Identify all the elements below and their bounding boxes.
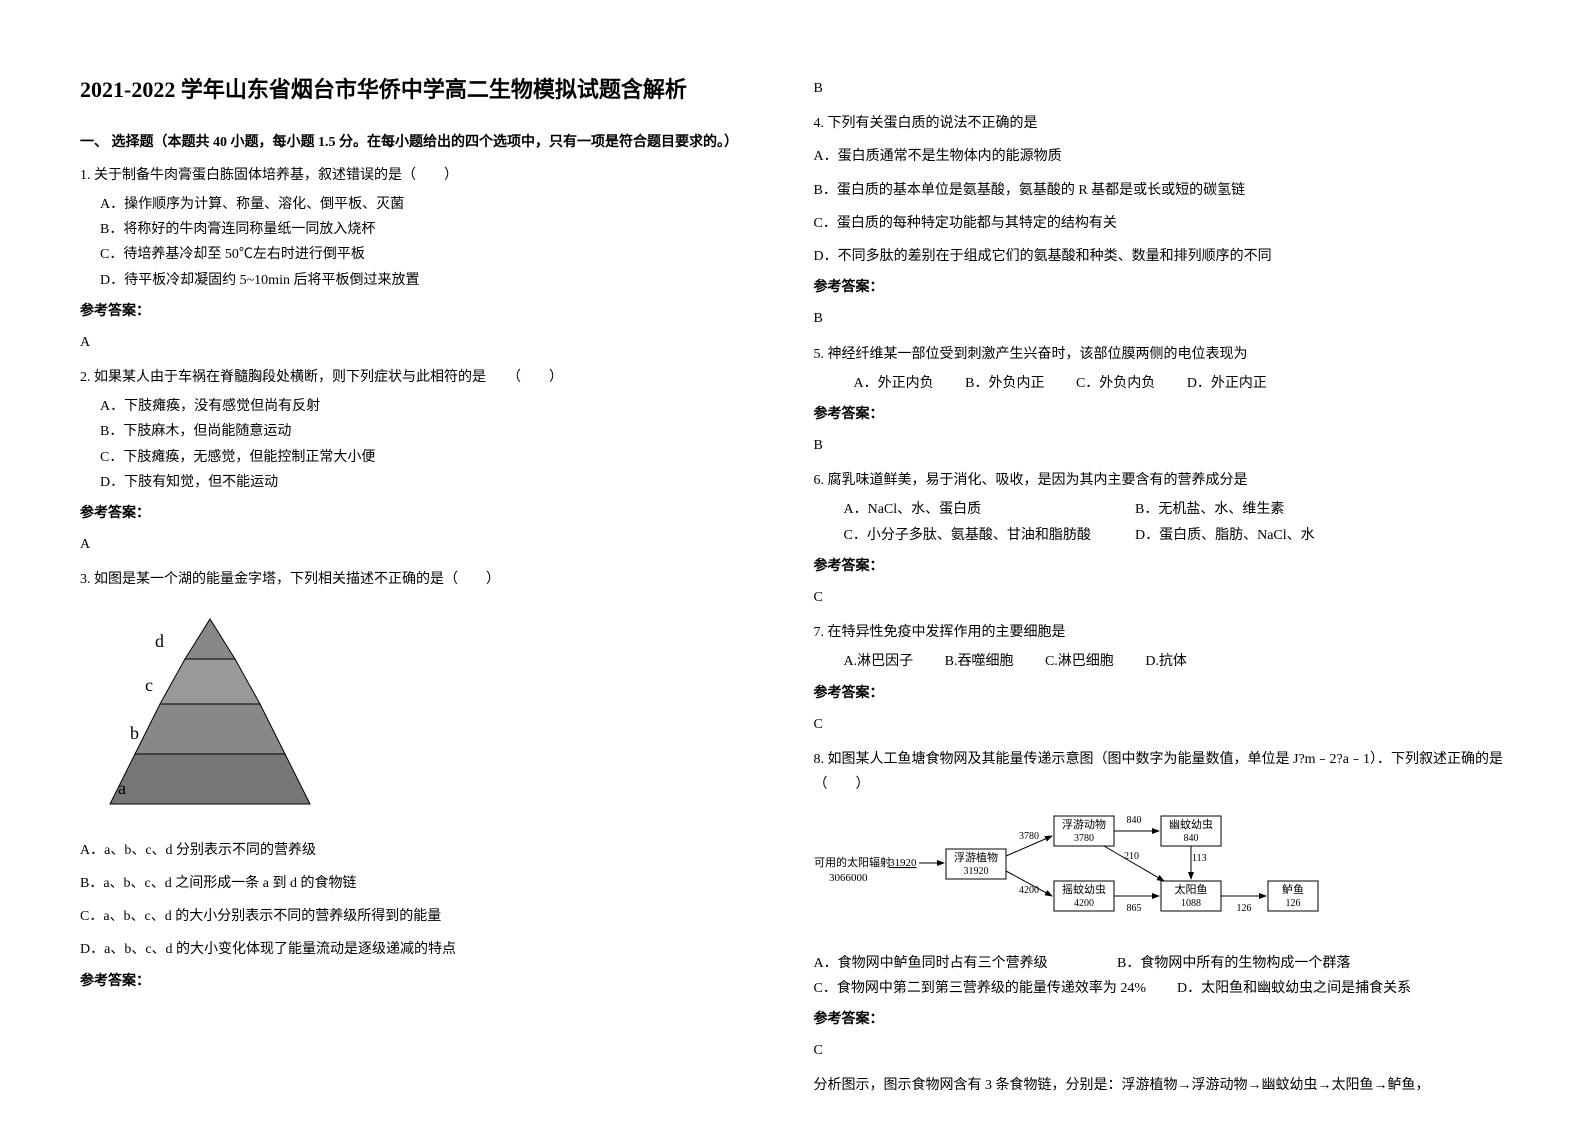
q3-ans: B	[814, 76, 1508, 101]
q7-options: A.淋巴因子 B.吞噬细胞 C.淋巴细胞 D.抗体	[844, 649, 1508, 674]
q3-stem: 3. 如图是某一个湖的能量金字塔，下列相关描述不正确的是（ ）	[80, 567, 774, 592]
q5-ans-label: 参考答案：	[814, 402, 1508, 427]
q1-stem: 1. 关于制备牛肉膏蛋白胨固体培养基，叙述错误的是（ ）	[80, 163, 774, 188]
fw-n2v: 840	[1183, 833, 1198, 844]
fw-e6: 126	[1236, 903, 1251, 914]
q6-stem: 6. 腐乳味道鲜美，易于消化、吸收，是因为其内主要含有的营养成分是	[814, 468, 1508, 493]
q3-ans-label: 参考答案：	[80, 969, 774, 994]
q5-ans: B	[814, 433, 1508, 458]
fw-n2: 幽蚊幼虫	[1169, 817, 1213, 831]
q4-c: C．蛋白质的每种特定功能都与其特定的结构有关	[814, 211, 1508, 236]
q5-a: A．外正内负	[854, 376, 934, 391]
left-column: 2021-2022 学年山东省烟台市华侨中学高二生物模拟试题含解析 一、 选择题…	[80, 70, 774, 1052]
q2-b: B．下肢麻木，但尚能随意运动	[100, 419, 774, 444]
q8-ans-label: 参考答案：	[814, 1007, 1508, 1032]
fw-e0: 3780	[1019, 831, 1039, 842]
q7-a: A.淋巴因子	[844, 654, 914, 669]
fw-e5: 865	[1126, 903, 1141, 914]
q1-a: A．操作顺序为计算、称量、溶化、倒平板、灭菌	[100, 192, 774, 217]
q5-options: A．外正内负 B．外负内正 C．外负内负 D．外正内正	[854, 371, 1508, 396]
fw-n1: 浮游动物	[1062, 817, 1106, 831]
fw-e1: 840	[1126, 815, 1141, 826]
q8-a: A．食物网中鲈鱼同时占有三个营养级	[814, 951, 1114, 976]
q6-a: A．NaCl、水、蛋白质	[844, 497, 1104, 522]
fw-n3v: 4200	[1074, 898, 1094, 909]
q6-d: D．蛋白质、脂肪、NaCl、水	[1135, 528, 1315, 543]
q8-row1: A．食物网中鲈鱼同时占有三个营养级 B．食物网中所有的生物构成一个群落	[814, 951, 1508, 976]
q1-d: D．待平板冷却凝固约 5~10min 后将平板倒过来放置	[100, 268, 774, 293]
q1-ans-label: 参考答案：	[80, 299, 774, 324]
pyramid-diagram: d c b a	[100, 609, 320, 809]
q4-ans-label: 参考答案：	[814, 275, 1508, 300]
q5-b: B．外负内正	[965, 376, 1044, 391]
q2-ans-label: 参考答案：	[80, 501, 774, 526]
fw-n0: 浮游植物	[954, 850, 998, 864]
q2-d: D．下肢有知觉，但不能运动	[100, 470, 774, 495]
q3-a: A．a、b、c、d 分别表示不同的营养级	[80, 838, 774, 863]
q6-row1: A．NaCl、水、蛋白质 B．无机盐、水、维生素	[844, 497, 1508, 522]
q7-d: D.抗体	[1145, 654, 1187, 669]
doc-title: 2021-2022 学年山东省烟台市华侨中学高二生物模拟试题含解析	[80, 70, 774, 110]
q7-ans-label: 参考答案：	[814, 681, 1508, 706]
q2-stem: 2. 如果某人由于车祸在脊髓胸段处横断，则下列症状与此相符的是 （ ）	[80, 365, 774, 390]
q3-b: B．a、b、c、d 之间形成一条 a 到 d 的食物链	[80, 871, 774, 896]
q4-ans: B	[814, 306, 1508, 331]
fw-n4: 太阳鱼	[1174, 882, 1207, 896]
q4-d: D．不同多肽的差别在于组成它们的氨基酸和种类、数量和排列顺序的不同	[814, 244, 1508, 269]
q6-row2: C．小分子多肽、氨基酸、甘油和脂肪酸 D．蛋白质、脂肪、NaCl、水	[844, 523, 1508, 548]
q8-row2: C．食物网中第二到第三营养级的能量传递效率为 24% D．太阳鱼和幽蚊幼虫之间是…	[814, 976, 1508, 1001]
q7-ans: C	[814, 712, 1508, 737]
fw-sun-val: 31920	[889, 857, 917, 869]
q5-d: D．外正内正	[1187, 376, 1267, 391]
q2-c: C．下肢瘫痪，无感觉，但能控制正常大小便	[100, 445, 774, 470]
q4-b: B．蛋白质的基本单位是氨基酸，氨基酸的 R 基都是或长或短的碳氢链	[814, 178, 1508, 203]
q8-ans: C	[814, 1038, 1508, 1063]
pyr-c: c	[145, 675, 153, 695]
section-1-head: 一、 选择题（本题共 40 小题，每小题 1.5 分。在每小题给出的四个选项中，…	[80, 130, 774, 155]
q2-a: A．下肢瘫痪，没有感觉但尚有反射	[100, 394, 774, 419]
q6-c: C．小分子多肽、氨基酸、甘油和脂肪酸	[844, 523, 1104, 548]
pyr-d: d	[155, 631, 164, 651]
q6-ans: C	[814, 585, 1508, 610]
fw-n0v: 31920	[963, 866, 988, 877]
fw-e2: 210	[1124, 851, 1139, 862]
q8-stem: 8. 如图某人工鱼塘食物网及其能量传递示意图（图中数字为能量数值，单位是 J?m…	[814, 747, 1508, 797]
q7-c: C.淋巴细胞	[1045, 654, 1114, 669]
pyr-a: a	[118, 778, 126, 798]
fw-n5: 鲈鱼	[1282, 882, 1304, 896]
fw-e3: 113	[1192, 853, 1207, 864]
fw-n3: 摇蚊幼虫	[1062, 882, 1106, 896]
q2-ans: A	[80, 532, 774, 557]
q8-c: C．食物网中第二到第三营养级的能量传递效率为 24%	[814, 976, 1174, 1001]
fw-n1v: 3780	[1074, 833, 1094, 844]
pyr-b: b	[130, 723, 139, 743]
q3-c: C．a、b、c、d 的大小分别表示不同的营养级所得到的能量	[80, 904, 774, 929]
fw-sun-label: 可用的太阳辐射	[814, 855, 891, 869]
q5-c: C．外负内负	[1076, 376, 1155, 391]
q8-d: D．太阳鱼和幽蚊幼虫之间是捕食关系	[1177, 981, 1411, 996]
q5-stem: 5. 神经纤维某一部位受到刺激产生兴奋时，该部位膜两侧的电位表现为	[814, 342, 1508, 367]
fw-n5v: 126	[1285, 898, 1300, 909]
q7-stem: 7. 在特异性免疫中发挥作用的主要细胞是	[814, 620, 1508, 645]
fw-e4: 4200	[1019, 885, 1039, 896]
q4-stem: 4. 下列有关蛋白质的说法不正确的是	[814, 111, 1508, 136]
q7-b: B.吞噬细胞	[945, 654, 1014, 669]
q4-a: A．蛋白质通常不是生物体内的能源物质	[814, 144, 1508, 169]
fw-sun-val2: 3066000	[829, 872, 868, 884]
foodweb-diagram: 可用的太阳辐射 31920 3066000 浮游植物 31920 3780 浮游…	[814, 811, 1334, 931]
q8-analysis: 分析图示，图示食物网含有 3 条食物链，分别是：浮游植物→浮游动物→幽蚊幼虫→太…	[814, 1073, 1508, 1098]
q1-ans: A	[80, 330, 774, 355]
q6-b: B．无机盐、水、维生素	[1135, 502, 1284, 517]
q8-b: B．食物网中所有的生物构成一个群落	[1117, 956, 1350, 971]
q3-d: D．a、b、c、d 的大小变化体现了能量流动是逐级递减的特点	[80, 937, 774, 962]
q6-ans-label: 参考答案：	[814, 554, 1508, 579]
q1-b: B．将称好的牛肉膏连同称量纸一同放入烧杯	[100, 217, 774, 242]
right-column: B 4. 下列有关蛋白质的说法不正确的是 A．蛋白质通常不是生物体内的能源物质 …	[814, 70, 1508, 1052]
q1-c: C．待培养基冷却至 50℃左右时进行倒平板	[100, 242, 774, 267]
fw-n4v: 1088	[1181, 898, 1201, 909]
